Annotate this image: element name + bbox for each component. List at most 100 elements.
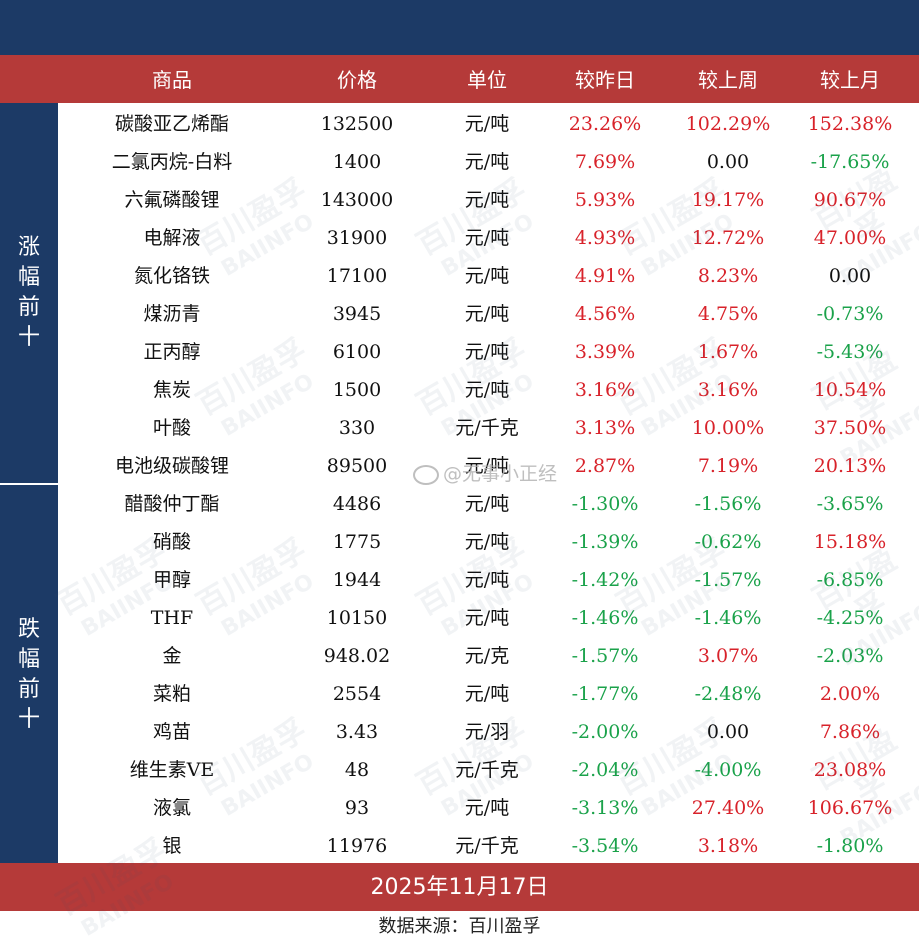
table-row: 二氯丙烷-白料 1400 元/吨 7.69% 0.00 -17.65% [0,141,890,179]
cell-name: 煤沥青 [143,303,201,325]
table-row: 维生素VE 48 元/千克 -2.04% -4.00% 23.08% [0,749,887,787]
cell-name: 液氯 [152,797,191,819]
cell-price: 3945 [332,303,382,325]
cell-price: 4486 [332,493,382,515]
cell-unit: 元/吨 [464,455,510,477]
cell-month: 15.18% [813,531,887,553]
cell-month: 20.13% [813,455,887,477]
table-row: 氮化铬铁 17100 元/吨 4.91% 8.23% 0.00 [0,255,871,293]
cell-month: 37.50% [813,417,887,439]
cell-unit: 元/吨 [464,151,510,173]
cell-month: 7.86% [819,721,881,743]
cell-day: -2.00% [571,721,639,743]
cell-price: 143000 [320,189,394,211]
table-row: 电池级碳酸锂 89500 元/吨 2.87% 7.19% 20.13% [0,445,886,483]
cell-name: 甲醇 [152,569,191,591]
cell-name: 二氯丙烷-白料 [111,151,233,173]
footer-date: 2025年11月17日 [0,863,919,911]
cell-unit: 元/吨 [464,265,510,287]
cell-day: -1.77% [571,683,639,705]
cell-week: -1.56% [694,493,762,515]
header-commodity: 商品 [152,68,192,92]
cell-week: 7.19% [697,455,759,477]
cell-month: 2.00% [819,683,881,705]
cell-price: 3.43 [335,721,379,743]
cell-unit: 元/吨 [464,569,510,591]
footer-source: 数据来源：百川盈孚 [0,911,919,943]
cell-unit: 元/吨 [464,379,510,401]
side-label-top-gainers: 涨幅前十 [0,103,58,483]
cell-week: 102.29% [685,113,771,135]
cell-week: -0.62% [694,531,762,553]
cell-week: 3.18% [697,835,759,857]
table-row: 煤沥青 3945 元/吨 4.56% 4.75% -0.73% [0,293,883,331]
cell-month: 106.67% [807,797,893,819]
cell-week: -1.46% [694,607,762,629]
cell-day: 4.91% [574,265,636,287]
cell-price: 1400 [332,151,382,173]
cell-price: 1944 [332,569,382,591]
cell-price: 132500 [320,113,394,135]
table-row: 菜粕 2554 元/吨 -1.77% -2.48% 2.00% [0,673,880,711]
cell-name: 氮化铬铁 [133,265,210,287]
cell-week: -1.57% [694,569,762,591]
cell-day: 5.93% [574,189,636,211]
cell-price: 31900 [326,227,388,249]
cell-day: -2.04% [571,759,639,781]
cell-name: 金 [162,645,182,667]
weibo-eye-icon [413,464,439,485]
cell-unit: 元/吨 [464,797,510,819]
cell-price: 1500 [332,379,382,401]
cell-price: 330 [338,417,376,439]
cell-name: 焦炭 [152,379,191,401]
cell-week: 3.07% [697,645,759,667]
cell-price: 93 [344,797,370,819]
cell-name: 硝酸 [152,531,191,553]
cell-name: 叶酸 [152,417,191,439]
cell-month: -17.65% [810,151,890,173]
cell-unit: 元/吨 [464,303,510,325]
cell-name: 醋酸仲丁酯 [124,493,220,515]
table-row: 焦炭 1500 元/吨 3.16% 3.16% 10.54% [0,369,886,407]
cell-price: 2554 [332,683,382,705]
cell-month: 90.67% [813,189,887,211]
cell-day: -3.13% [571,797,639,819]
cell-week: -2.48% [694,683,762,705]
table-row: THF 10150 元/吨 -1.46% -1.46% -4.25% [0,597,884,635]
side-label-down-text: 跌幅前十 [17,617,40,732]
cell-month: 47.00% [813,227,887,249]
cell-name: 碳酸亚乙烯酯 [114,113,229,135]
cell-name: 维生素VE [129,759,215,781]
cell-price: 11976 [326,835,388,857]
weibo-watermark-text: @无事小正经 [443,463,558,485]
cell-week: 4.75% [697,303,759,325]
table-row: 液氯 93 元/吨 -3.13% 27.40% 106.67% [0,787,892,825]
cell-day: 4.93% [574,227,636,249]
side-label-top-losers: 跌幅前十 [0,485,58,865]
table-row: 叶酸 330 元/千克 3.13% 10.00% 37.50% [0,407,886,445]
cell-name: 电池级碳酸锂 [114,455,229,477]
cell-month: -5.43% [816,341,884,363]
cell-week: 10.00% [691,417,765,439]
cell-price: 948.02 [323,645,391,667]
header-vs-yesterday: 较昨日 [575,68,635,92]
cell-price: 6100 [332,341,382,363]
cell-month: -3.65% [816,493,884,515]
cell-day: 3.16% [574,379,636,401]
cell-unit: 元/吨 [464,113,510,135]
table-row: 醋酸仲丁酯 4486 元/吨 -1.30% -1.56% -3.65% [0,483,883,521]
cell-price: 89500 [326,455,388,477]
cell-month: 10.54% [813,379,887,401]
cell-day: -1.46% [571,607,639,629]
cell-unit: 元/吨 [464,683,510,705]
header-vs-last-week: 较上周 [698,68,758,92]
side-label-up-text: 涨幅前十 [17,235,40,350]
cell-week: 19.17% [691,189,765,211]
cell-month: 0.00 [828,265,872,287]
cell-unit: 元/吨 [464,341,510,363]
table-row: 金 948.02 元/克 -1.57% 3.07% -2.03% [0,635,883,673]
cell-name: 六氟磷酸锂 [124,189,220,211]
table-row: 鸡苗 3.43 元/羽 -2.00% 0.00 7.86% [0,711,880,749]
cell-name: 银 [162,835,182,857]
